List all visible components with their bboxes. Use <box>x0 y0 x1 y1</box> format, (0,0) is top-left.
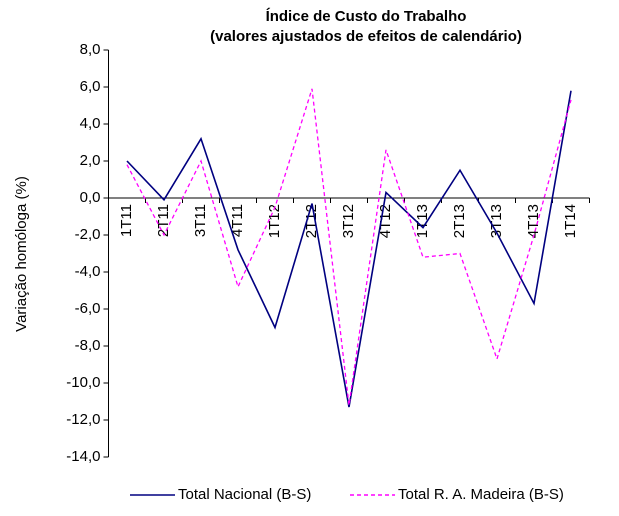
chart-title: Índice de Custo do Trabalho <box>266 8 467 25</box>
chart-subtitle: (valores ajustados de efeitos de calendá… <box>210 28 522 45</box>
x-tick-label: 1T12 <box>266 204 283 238</box>
legend-label: Total R. A. Madeira (B-S) <box>398 486 564 503</box>
series-line <box>126 90 572 408</box>
x-tick-label: 4T13 <box>525 204 542 238</box>
x-tick-label: 3T12 <box>340 204 357 238</box>
series-line <box>126 88 572 406</box>
x-tick-label: 4T11 <box>229 204 246 237</box>
y-tick-label: -8,0 <box>75 337 101 354</box>
x-tick-label: 2T13 <box>451 204 468 238</box>
y-axis-label: Variação homóloga (%) <box>13 176 30 332</box>
x-tick-label: 2T11 <box>155 204 172 237</box>
x-tick-label: 1T13 <box>414 204 431 238</box>
x-tick-label: 2T12 <box>303 204 320 238</box>
y-tick-label: -12,0 <box>66 411 100 428</box>
y-tick-label: 2,0 <box>80 152 101 169</box>
y-tick-label: -14,0 <box>66 448 100 465</box>
y-tick-label: -4,0 <box>75 263 101 280</box>
y-tick-label: -2,0 <box>75 226 101 243</box>
x-tick-label: 1T11 <box>118 204 135 237</box>
y-tick-label: 0,0 <box>80 189 101 206</box>
y-tick-label: 4,0 <box>80 115 101 132</box>
y-tick-label: 6,0 <box>80 78 101 95</box>
x-tick-label: 3T13 <box>488 204 505 238</box>
x-tick-label: 4T12 <box>377 204 394 238</box>
x-tick-label: 1T14 <box>562 204 579 238</box>
y-tick-label: -10,0 <box>66 374 100 391</box>
legend-label: Total Nacional (B-S) <box>178 486 311 503</box>
y-tick-label: -6,0 <box>75 300 101 317</box>
x-tick-label: 3T11 <box>192 204 209 237</box>
y-tick-label: 8,0 <box>80 41 101 58</box>
